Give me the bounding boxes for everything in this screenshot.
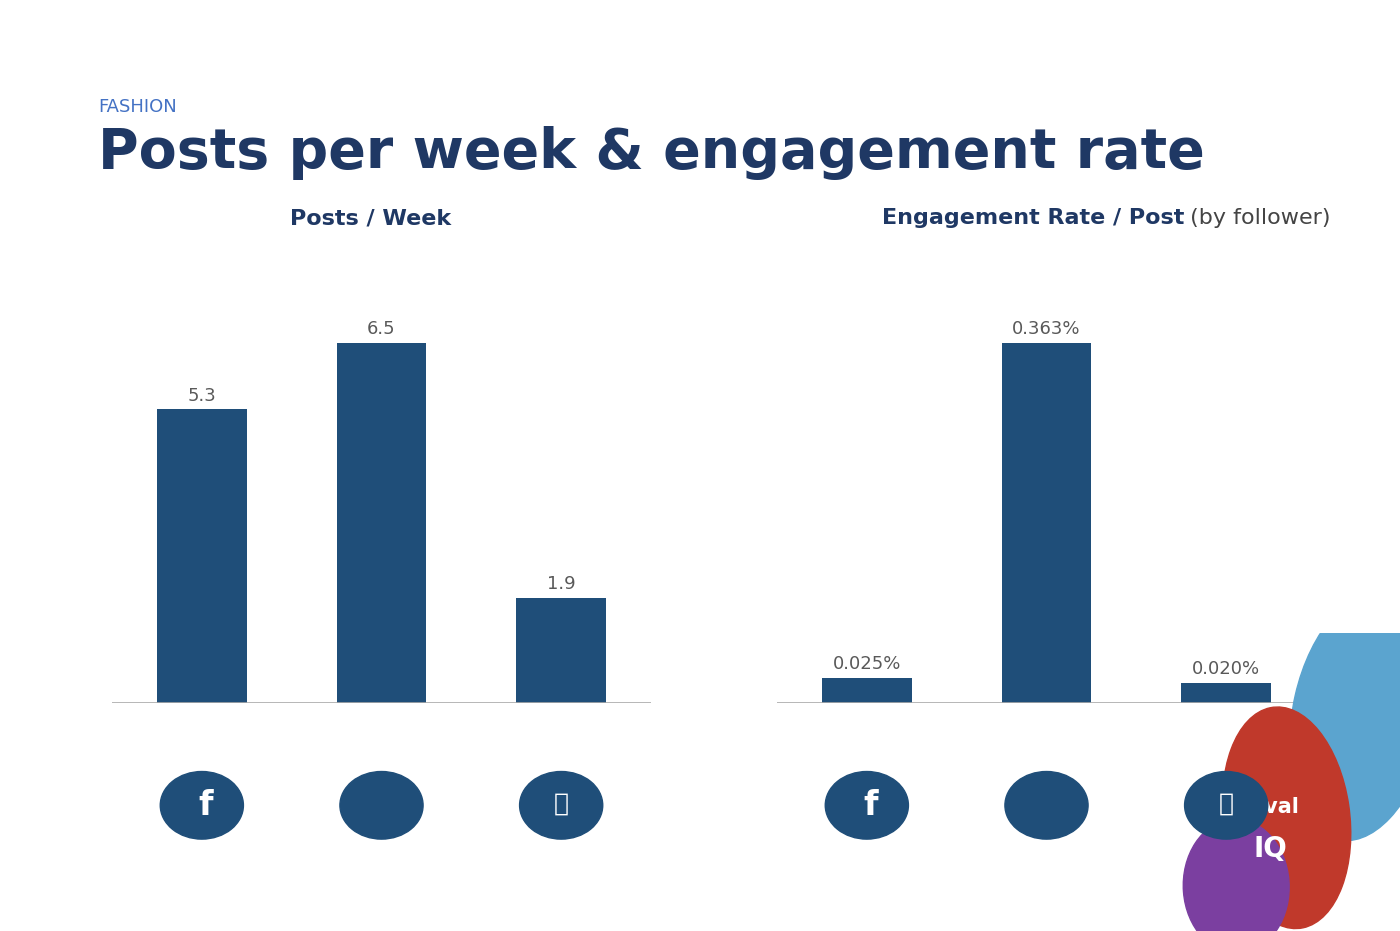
Bar — [1001, 343, 1092, 703]
Circle shape — [1058, 787, 1065, 792]
Circle shape — [393, 787, 400, 792]
Ellipse shape — [1289, 592, 1400, 841]
Bar — [517, 598, 606, 703]
Text: f: f — [864, 789, 878, 822]
Text: 1.9: 1.9 — [547, 575, 575, 593]
Text: Engagement Rate / Post: Engagement Rate / Post — [882, 209, 1184, 228]
Text: 0.363%: 0.363% — [1012, 320, 1081, 338]
Bar — [822, 678, 911, 703]
Text: Posts / Week: Posts / Week — [290, 209, 452, 228]
Text: 0.020%: 0.020% — [1193, 660, 1260, 678]
Text: Posts per week & engagement rate: Posts per week & engagement rate — [98, 126, 1205, 180]
Text: Rival: Rival — [1242, 797, 1299, 817]
Ellipse shape — [1183, 819, 1289, 931]
Ellipse shape — [1222, 707, 1351, 928]
Bar — [1182, 683, 1271, 703]
Text: 5.3: 5.3 — [188, 387, 216, 405]
Text: FASHION: FASHION — [98, 98, 176, 115]
Text: f: f — [199, 789, 213, 822]
Bar — [157, 410, 246, 703]
Text: 🐦: 🐦 — [1218, 791, 1233, 816]
Text: (by follower): (by follower) — [1183, 209, 1330, 228]
Bar — [336, 343, 427, 703]
Text: 🐦: 🐦 — [553, 791, 568, 816]
Text: IQ: IQ — [1253, 834, 1288, 862]
Text: 6.5: 6.5 — [367, 320, 396, 339]
Text: 0.025%: 0.025% — [833, 655, 902, 673]
